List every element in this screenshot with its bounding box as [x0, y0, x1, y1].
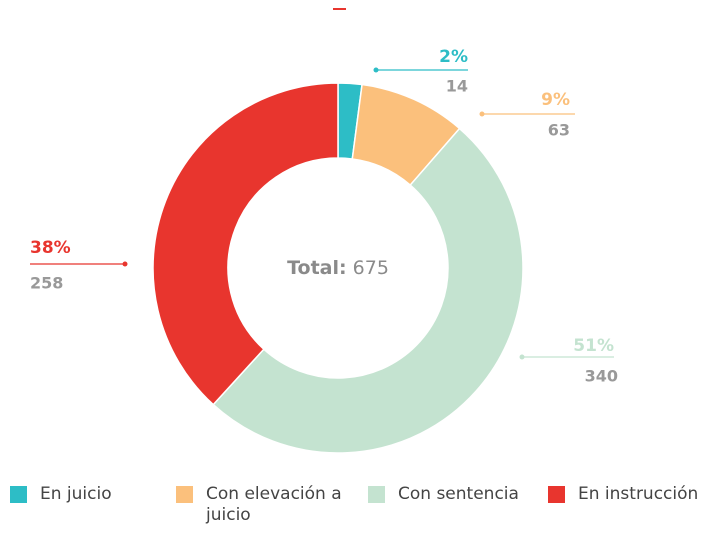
title-dash	[333, 8, 346, 10]
percent-label: 9%	[541, 90, 570, 110]
percent-label: 51%	[573, 336, 614, 356]
count-label: 14	[446, 77, 468, 96]
legend-label: Con sentencia	[398, 484, 519, 504]
legend-swatch	[10, 486, 27, 503]
legend-item: Con elevación a juicio	[176, 484, 346, 526]
legend-label: Con elevación a juicio	[206, 484, 342, 525]
legend-item: En instrucción	[548, 484, 698, 505]
leader-dot	[122, 261, 128, 267]
percent-label: 38%	[30, 238, 71, 258]
percent-label: 2%	[439, 47, 468, 67]
total-label: Total:	[287, 257, 347, 279]
legend-label: En instrucción	[578, 484, 699, 504]
donut-slice	[212, 127, 524, 454]
leader-dot	[519, 354, 525, 360]
total-value: 675	[353, 257, 389, 279]
legend-swatch	[176, 486, 193, 503]
legend-swatch	[368, 486, 385, 503]
legend-item: Con sentencia	[368, 484, 519, 505]
legend-swatch	[548, 486, 565, 503]
donut-slice	[152, 82, 339, 406]
leader-dot	[373, 67, 379, 73]
legend-label: En juicio	[40, 484, 112, 504]
count-label: 63	[548, 121, 570, 140]
leader-dot	[479, 111, 485, 117]
total: Total: 675	[287, 257, 389, 279]
count-label: 258	[30, 274, 63, 293]
legend-item: En juicio	[10, 484, 112, 505]
count-label: 340	[585, 367, 618, 386]
chart: 2% 14 9% 63 51% 340 38% 258 Total: 675	[30, 8, 618, 454]
